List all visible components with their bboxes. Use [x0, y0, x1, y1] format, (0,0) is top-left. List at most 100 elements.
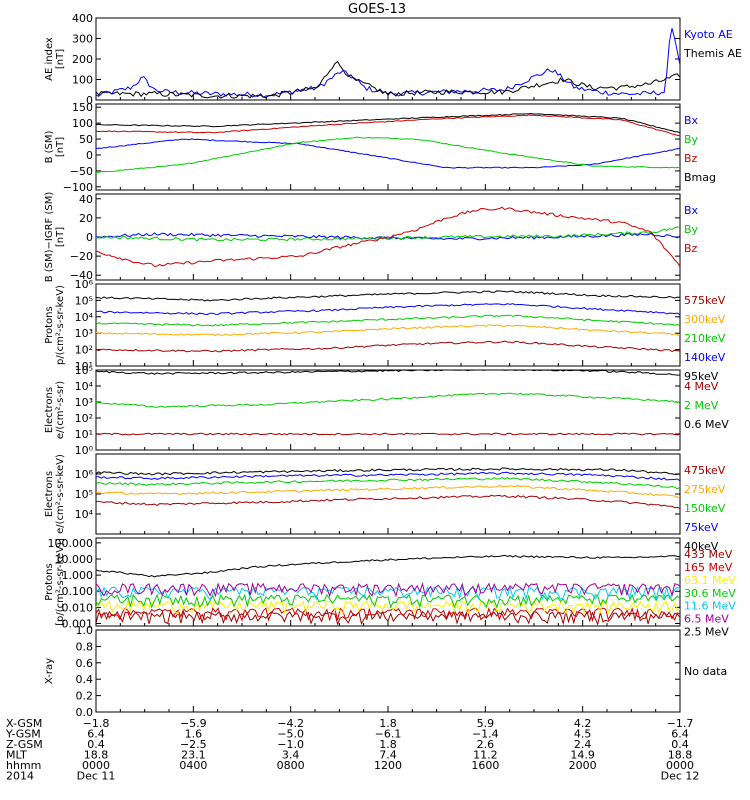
y-axis-label-bsm: B (SM) — [44, 130, 55, 163]
series-line-protons1-4 — [95, 290, 681, 302]
ephem-value: 1.8 — [379, 738, 397, 751]
y-tick-label-protons1: 10⁵ — [75, 294, 93, 307]
y-tick-label-protons2: 100.000 — [48, 537, 94, 550]
y-axis-label-protons1: Protons — [44, 306, 55, 343]
ephem-value: 4.2 — [574, 717, 592, 730]
series-line-protons2-5 — [95, 581, 681, 598]
series-line-protons1-0 — [95, 340, 681, 353]
series-line-electrons2-4 — [95, 467, 681, 476]
y-tick-label-bsm: 0 — [86, 149, 93, 162]
ephem-value: 0400 — [179, 759, 207, 772]
panel-frame-protons1 — [95, 283, 681, 367]
y-tick-label-ae: 300 — [72, 33, 93, 46]
series-line-electrons1-1 — [95, 392, 681, 408]
y-tick-label-electrons1: 10² — [75, 412, 93, 425]
panel-frame-electrons1 — [95, 369, 681, 451]
y-tick-label-protons2: 1.000 — [62, 569, 94, 582]
ephem-value: Dec 11 — [77, 770, 116, 783]
legend-electrons2-2: 150keV — [684, 502, 726, 515]
y-tick-label-electrons1: 10¹ — [75, 428, 93, 441]
y-axis-label-bdiff: B (SM)−IGRF (SM) — [44, 192, 55, 283]
legend-bsm-1: By — [684, 133, 699, 146]
panel-frame-ae — [95, 17, 681, 101]
series-line-electrons1-2 — [95, 369, 681, 376]
ephem-row-label: hhmm — [6, 759, 41, 772]
y-tick-label-protons1: 10² — [75, 344, 93, 357]
ephem-value: 7.4 — [379, 749, 397, 762]
legend-electrons2-0: 475keV — [684, 464, 726, 477]
y-tick-label-protons2: 10.000 — [55, 553, 94, 566]
series-line-electrons1-0 — [95, 432, 681, 436]
ephem-value: 5.9 — [477, 717, 495, 730]
series-line-ae-0 — [95, 28, 681, 98]
legend-bdiff-0: Bx — [684, 204, 699, 217]
series-line-protons2-2 — [95, 599, 681, 616]
y-tick-label-electrons1: 10⁰ — [75, 444, 94, 457]
y-tick-label-bsm: 100 — [72, 117, 93, 130]
y-tick-label-bsm: −100 — [63, 181, 93, 194]
ephem-value: 18.8 — [668, 749, 693, 762]
ephem-value: −5.9 — [180, 717, 207, 730]
series-line-electrons2-0 — [95, 494, 681, 510]
legend-electrons2-1: 275keV — [684, 483, 726, 496]
ephem-value: 2.6 — [477, 738, 495, 751]
ephem-row-label: Z-GSM — [6, 738, 43, 751]
ephem-value: 1.6 — [185, 728, 203, 741]
y-tick-label-protons1: 10¹ — [75, 360, 93, 373]
ephem-value: −1.0 — [277, 738, 304, 751]
y-tick-label-ae: 100 — [72, 74, 93, 87]
ephem-value: Dec 12 — [661, 770, 700, 783]
series-line-bsm-3 — [95, 113, 681, 134]
y-tick-label-protons1: 10³ — [75, 327, 93, 340]
y-tick-label-electrons1: 10⁴ — [75, 380, 94, 393]
y-tick-label-protons2: 0.100 — [62, 585, 94, 598]
panel-frame-xray — [95, 629, 681, 713]
legend-protons2-3: 30.6 MeV — [684, 587, 736, 600]
legend-protons2-2: 63.1 MeV — [684, 574, 736, 587]
legend-bdiff-2: Bz — [684, 242, 698, 255]
y-tick-label-electrons2: 10⁴ — [75, 508, 94, 521]
y-tick-label-electrons2: 10⁶ — [75, 468, 94, 481]
legend-protons1-2: 210keV — [684, 332, 726, 345]
y-tick-label-bdiff: 20 — [79, 212, 93, 225]
series-line-bsm-1 — [96, 136, 681, 173]
y-tick-label-ae: 400 — [72, 12, 93, 25]
y-tick-label-xray: 0.4 — [76, 673, 94, 686]
series-line-ae-1 — [95, 60, 681, 99]
ephem-value: 0000 — [666, 759, 694, 772]
ephem-value: −1.7 — [667, 717, 694, 730]
y-tick-label-ae: 200 — [72, 53, 93, 66]
legend-protons2-6: 2.5 MeV — [684, 626, 729, 639]
legend-protons2-0: 433 MeV — [684, 548, 733, 561]
y-tick-label-bdiff: −20 — [70, 250, 93, 263]
ephem-value: 14.9 — [570, 749, 595, 762]
legend-electrons2-3: 75keV — [684, 521, 719, 534]
y-tick-label-bdiff: 0 — [86, 231, 93, 244]
ephem-row-label: X-GSM — [6, 717, 42, 730]
no-data-note: No data — [684, 665, 727, 678]
series-line-bsm-2 — [95, 114, 681, 137]
y-axis-label-electrons2: Electrons — [44, 471, 55, 517]
y-axis-label-bsm: [nT] — [55, 137, 66, 157]
y-tick-label-protons1: 10⁴ — [75, 311, 94, 324]
ephem-value: 3.4 — [282, 749, 300, 762]
ephem-row-label: 2014 — [6, 770, 34, 783]
ephem-value: 2000 — [569, 759, 597, 772]
ephem-value: 6.4 — [671, 728, 689, 741]
legend-protons2-5: 6.5 MeV — [684, 613, 729, 626]
series-line-protons1-1 — [95, 324, 681, 337]
y-tick-label-electrons2: 10⁵ — [75, 488, 93, 501]
y-tick-label-bsm: 50 — [79, 133, 93, 146]
legend-protons1-1: 300keV — [684, 313, 726, 326]
ephem-value: −1.4 — [472, 728, 499, 741]
series-line-protons2-1 — [95, 606, 681, 623]
y-tick-label-protons1: 10⁶ — [75, 278, 94, 291]
series-line-protons2-6 — [95, 554, 681, 578]
legend-bdiff-1: By — [684, 223, 699, 236]
y-axis-label-ae: [nT] — [55, 49, 66, 69]
ephem-row-label: Y-GSM — [5, 728, 41, 741]
legend-protons2-4: 11.6 MeV — [684, 600, 736, 613]
y-axis-label-protons1: p/(cm²-s-sr-keV) — [55, 285, 66, 365]
ephem-value: 23.1 — [181, 749, 206, 762]
